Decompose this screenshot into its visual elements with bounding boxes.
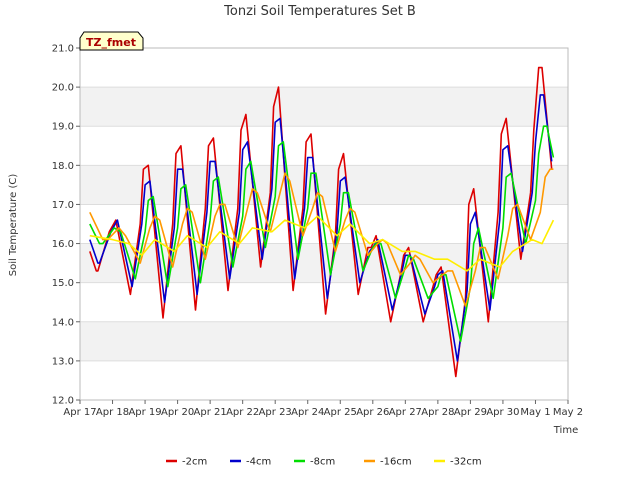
x-tick-label: May 2 [553, 407, 583, 418]
series-line-4cmcm [89, 94, 553, 362]
annotation-label: TZ_fmet [86, 36, 136, 49]
x-tick-labels: Apr 17 Apr 18 Apr 19 Apr 20 Apr 21 Apr 22 Apr … [63, 400, 583, 418]
plot-band [80, 126, 568, 166]
y-tick-label: 19.0 [52, 122, 74, 133]
x-tick-label: Apr 22 [226, 407, 259, 418]
legend-label: -4cm [246, 457, 271, 468]
legend-label: -32cm [450, 457, 482, 468]
x-tick-label: Apr 24 [291, 407, 324, 418]
plot-band [80, 321, 568, 361]
legend-label: -8cm [310, 457, 335, 468]
x-tick-label: Apr 28 [421, 407, 454, 418]
y-tick-label: 12.0 [52, 396, 74, 407]
x-tick-label: Apr 30 [486, 407, 519, 418]
y-tick-label: 13.0 [52, 356, 74, 367]
series-line-32cmcm [89, 215, 555, 272]
plot-band [80, 165, 568, 205]
x-tick-label: Apr 20 [161, 407, 194, 418]
y-tick-label: 17.0 [52, 200, 74, 211]
chart-title: Tonzi Soil Temperatures Set B [223, 4, 416, 19]
plot-band [80, 360, 568, 400]
plot-frame [79, 47, 569, 401]
legend: -2cm -4cm -8cm -16cm -32cm [166, 457, 482, 468]
plot-band [80, 48, 568, 88]
annotation-box: TZ_fmet [79, 31, 144, 51]
x-axis-label: Time [553, 425, 578, 436]
x-tick-label: Apr 29 [454, 407, 487, 418]
series-line-16cmcm [89, 168, 554, 307]
series-line-8cmcm [89, 125, 555, 343]
y-tick-label: 18.0 [52, 161, 74, 172]
y-axis-label: Soil Temperature (C) [8, 174, 19, 277]
y-tick-labels: 12.0 13.0 14.0 15.0 16.0 17.0 18.0 19.0 20.0 21.0 [52, 44, 80, 407]
y-tick-label: 15.0 [52, 278, 74, 289]
x-tick-label: Apr 17 [63, 407, 96, 418]
plot-band [80, 87, 568, 127]
y-tick-label: 16.0 [52, 239, 74, 250]
y-tick-label: 20.0 [52, 83, 74, 94]
x-tick-label: Apr 27 [389, 407, 422, 418]
y-tick-label: 14.0 [52, 317, 74, 328]
x-tick-label: Apr 18 [96, 407, 129, 418]
y-tick-label: 21.0 [52, 44, 74, 55]
series-lines [89, 66, 555, 378]
x-tick-label: Apr 21 [194, 407, 227, 418]
x-tick-label: May 1 [520, 407, 550, 418]
x-tick-label: Apr 25 [324, 407, 357, 418]
x-tick-label: Apr 23 [259, 407, 292, 418]
x-tick-label: Apr 26 [356, 407, 389, 418]
x-tick-label: Apr 19 [128, 407, 161, 418]
legend-label: -2cm [182, 457, 207, 468]
legend-label: -16cm [380, 457, 412, 468]
